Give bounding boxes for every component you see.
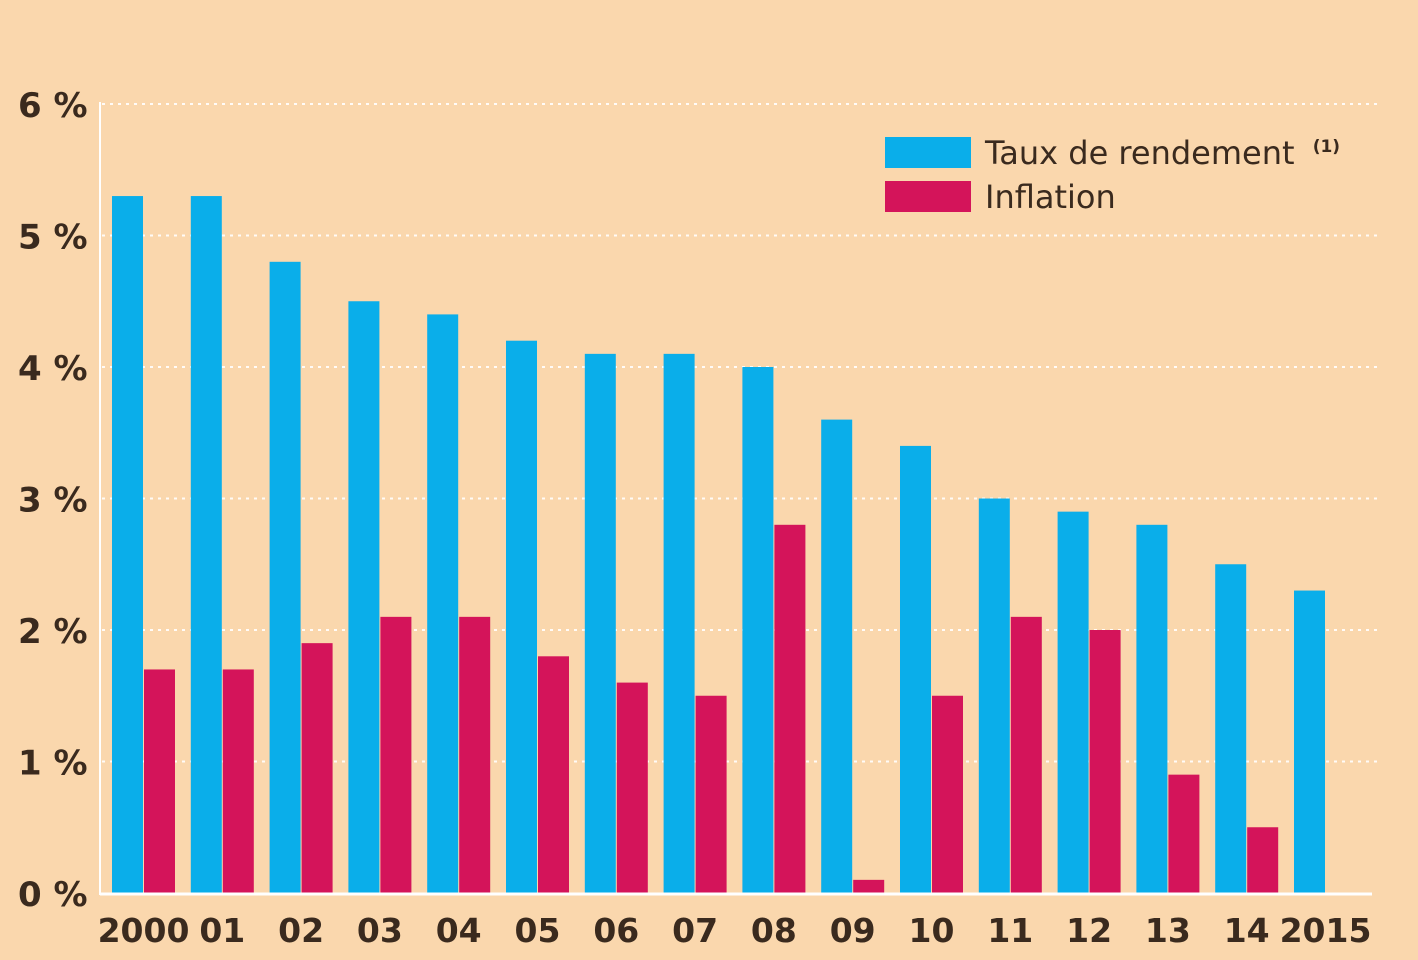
legend-swatch-inflation [885,181,971,212]
x-tick-label: 03 [357,911,403,950]
bar-inflation [1168,774,1200,893]
x-tick-label: 02 [278,911,324,950]
axes [99,102,1372,896]
x-tick-label: 08 [751,911,797,950]
bar-inflation [932,695,963,893]
bar-taux-de-rendement [978,498,1010,893]
legend-label-inflation: Inflation [985,178,1116,216]
bar-inflation [222,669,254,893]
x-tick-label: 06 [593,911,639,950]
x-tick-label: 04 [436,911,482,950]
legend-label-taux-de-rendement-text: Taux de rendement [984,134,1295,172]
x-tick-label: 11 [987,911,1033,950]
legend-swatch-taux-de-rendement [885,137,971,168]
bar-inflation [144,669,175,893]
bar-taux-de-rendement [506,340,537,893]
bar-inflation [459,616,491,893]
x-tick-label: 13 [1145,911,1191,950]
x-axis-ticks: 2000 01 02 03 04 05 06 07 08 09 10 11 12 13 14 2015 [98,911,1372,950]
y-tick-label: 0 % [18,875,88,915]
bar-inflation [1010,616,1042,893]
bar-inflation [774,524,806,893]
bar-inflation [301,643,333,893]
bar-inflation [538,656,569,893]
bar-taux-de-rendement [1294,590,1325,893]
y-tick-label: 6 % [18,86,88,126]
bar-taux-de-rendement [1215,564,1247,893]
x-tick-label: 01 [199,911,245,950]
x-tick-label: 2000 [98,911,190,950]
legend: Taux de rendement (1) Inflation [885,134,1340,216]
bar-inflation [1089,630,1121,893]
bar-taux-de-rendement [1057,511,1089,893]
x-tick-label: 05 [515,911,561,950]
y-tick-label: 2 % [18,612,88,652]
x-tick-label: 2015 [1280,911,1372,950]
bar-taux-de-rendement [427,314,459,893]
bar-taux-de-rendement [821,419,853,893]
bar-taux-de-rendement [900,445,931,893]
bar-taux-de-rendement [1136,524,1168,893]
legend-footnote: (1) [1313,137,1340,157]
bar-taux-de-rendement [348,301,380,893]
bar-taux-de-rendement [584,353,616,894]
bar-taux-de-rendement [112,196,143,894]
bar-inflation [853,879,885,893]
x-tick-label: 07 [672,911,718,950]
x-tick-label: 10 [909,911,955,950]
bar-inflation [380,616,412,893]
y-axis-ticks: 0 % 1 % 2 % 3 % 4 % 5 % 6 % [18,86,88,915]
bar-taux-de-rendement [190,196,222,894]
y-tick-label: 5 % [18,218,88,258]
bar-inflation [616,682,648,893]
bars [112,196,1325,894]
x-tick-label: 12 [1066,911,1112,950]
bar-inflation [1247,827,1279,893]
y-tick-label: 4 % [18,349,88,389]
bar-taux-de-rendement [742,367,774,893]
x-tick-label: 14 [1224,911,1270,950]
bar-taux-de-rendement [663,353,695,894]
y-tick-label: 3 % [18,481,88,521]
y-tick-label: 1 % [18,744,88,784]
bar-taux-de-rendement [269,261,301,893]
x-tick-label: 09 [830,911,876,950]
bar-inflation [695,695,727,893]
legend-label-taux-de-rendement: Taux de rendement (1) [984,134,1340,172]
